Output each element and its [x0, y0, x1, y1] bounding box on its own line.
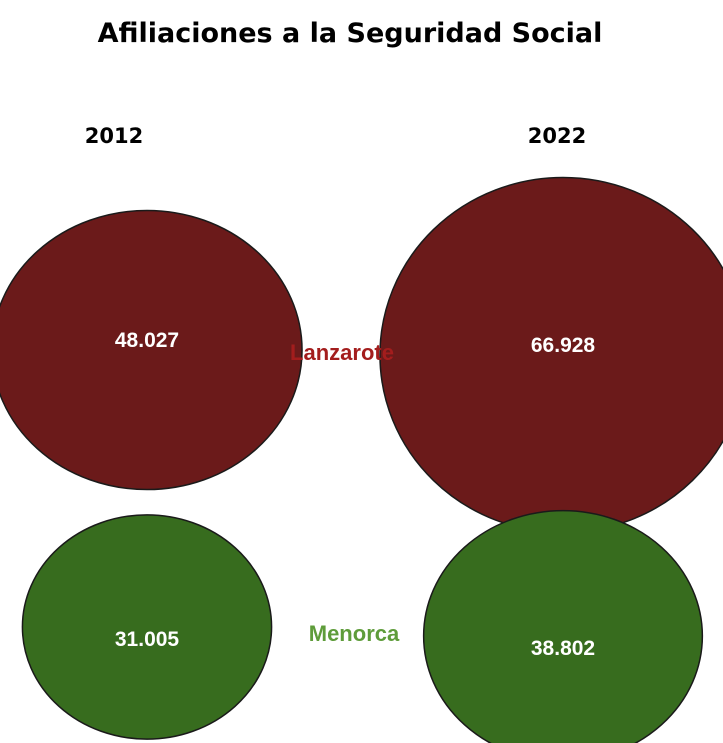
- series-label-menorca: Menorca: [309, 621, 400, 646]
- bubble-menorca-2012: [21, 514, 273, 740]
- value-label-lanzarote-2022: 66.928: [531, 334, 596, 357]
- bubble-menorca-2022: [422, 509, 704, 743]
- bubbles-layer: 48.027 66.928 31.005 38.802: [0, 176, 723, 743]
- year-label-2022: 2022: [528, 124, 586, 148]
- chart-title: Afiliaciones a la Seguridad Social: [98, 18, 603, 49]
- value-label-menorca-2022: 38.802: [531, 637, 595, 660]
- value-label-menorca-2012: 31.005: [115, 628, 180, 651]
- year-label-2012: 2012: [85, 124, 143, 148]
- series-label-lanzarote: Lanzarote: [290, 340, 394, 365]
- value-label-lanzarote-2012: 48.027: [115, 329, 179, 352]
- bubble-lanzarote-2012: [0, 209, 303, 491]
